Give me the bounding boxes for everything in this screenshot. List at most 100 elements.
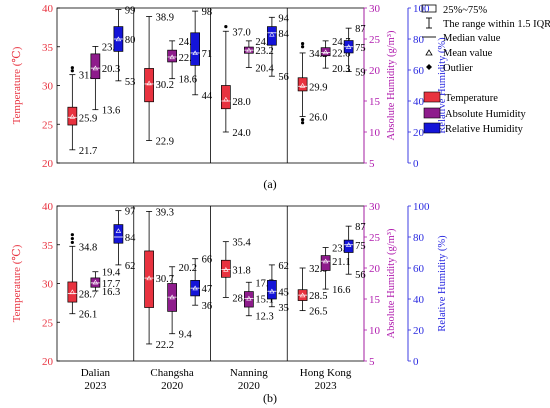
tick-label-absolute-humidity: 25	[369, 232, 381, 244]
tick-label-relative-humidity: 80	[413, 232, 425, 244]
box-temperature	[144, 250, 154, 308]
panel-b: 20 25 30 35 40 Temperature (℃) 5 10 15 20 25 30 Abso…	[11, 201, 448, 405]
value-label-median-absolute_humidity: 15.1	[255, 294, 273, 305]
value-label-high-temperature: 32.0	[309, 264, 327, 275]
outlier-temperature	[70, 236, 74, 241]
tick-label-relative-humidity: 0	[413, 158, 419, 170]
legend-label-relative-humidity: Relative Humidity	[445, 124, 524, 135]
value-label-median-relative_humidity: 71	[202, 49, 213, 60]
value-label-low-absolute_humidity: 13.6	[102, 106, 120, 117]
value-label-median-relative_humidity: 75	[355, 241, 366, 252]
ylabel-temperature: Temperature (℃)	[11, 46, 23, 124]
value-label-low-temperature: 22.9	[156, 137, 174, 148]
legend-mean-icon	[425, 49, 433, 56]
ylabel-absolute-humidity: Absolute Humidity (g/m³)	[386, 30, 397, 140]
category-year-label: 2023	[84, 380, 107, 392]
mean-marker-absolute_humidity	[92, 279, 99, 285]
value-label-low-relative_humidity: 53	[125, 77, 135, 88]
tick-label-absolute-humidity: 5	[369, 356, 375, 368]
box-temperature	[67, 106, 78, 126]
value-label-median-relative_humidity: 84	[278, 29, 289, 40]
value-label-median-absolute_humidity: 17.7	[102, 279, 120, 290]
legend-whisker-label: The range within 1.5 IQR	[443, 19, 550, 30]
value-label-high-relative_humidity: 94	[278, 13, 289, 24]
outlier-temperature	[301, 45, 305, 49]
legend-series: Temperature Absolute Humidity Relative Hum…	[423, 91, 527, 135]
tick-label-temperature: 25	[42, 119, 54, 131]
value-label-median-temperature: 25.9	[79, 113, 97, 124]
outlier-temperature	[70, 66, 74, 70]
legend-mean-label: Mean value	[443, 48, 493, 59]
outlier-temperature	[301, 118, 305, 122]
value-label-low-relative_humidity: 35	[278, 303, 289, 314]
tick-label-relative-humidity: 40	[413, 294, 425, 306]
value-label-high-absolute_humidity: 24.7	[255, 37, 273, 48]
tick-label-absolute-humidity: 10	[369, 127, 381, 139]
value-label-low-temperature: 26.1	[79, 310, 97, 321]
mean-marker-relative_humidity	[115, 36, 122, 42]
value-label-high-temperature: 31.4	[79, 71, 98, 82]
mean-marker-temperature	[223, 96, 229, 102]
tick-label-temperature: 20	[42, 356, 54, 368]
ylabel-relative-humidity: Relative Humidity (%)	[437, 37, 448, 134]
value-label-median-relative_humidity: 80	[125, 35, 135, 46]
outlier-temperature	[301, 121, 305, 125]
legend-label-absolute-humidity: Absolute Humidity	[445, 109, 527, 120]
box-absolute_humidity	[320, 47, 331, 57]
outlier-temperature	[301, 42, 305, 46]
legend-statistics: 25%~75% The range within 1.5 IQR Median va…	[421, 4, 550, 74]
value-label-high-relative_humidity: 87	[355, 222, 366, 233]
panel-label: (a)	[263, 177, 276, 191]
value-label-median-absolute_humidity: 21.1	[332, 257, 350, 268]
category-label: Nanning	[230, 367, 268, 379]
mean-marker-relative_humidity	[192, 50, 198, 56]
ylabel-absolute-humidity: Absolute Humidity (g/m³)	[386, 228, 397, 338]
tick-label-absolute-humidity: 10	[369, 325, 381, 337]
value-label-low-absolute_humidity: 20.3	[332, 64, 350, 75]
value-label-median-temperature: 28.0	[232, 97, 250, 108]
mean-marker-temperature	[223, 266, 229, 272]
value-label-median-relative_humidity: 84	[125, 233, 136, 244]
tick-label-temperature: 30	[42, 81, 54, 93]
category-year-label: 2020	[161, 380, 184, 392]
mean-marker-absolute_humidity	[246, 295, 252, 301]
tick-label-relative-humidity: 60	[413, 263, 425, 275]
value-label-median-temperature: 28.5	[309, 291, 327, 302]
value-label-low-temperature: 22.2	[156, 340, 174, 351]
legend-median-label: Median value	[443, 33, 501, 44]
value-label-low-temperature: 26.0	[309, 113, 327, 124]
mean-marker-relative_humidity	[269, 31, 275, 37]
value-label-high-absolute_humidity: 23.3	[332, 244, 350, 255]
outlier-temperature	[70, 69, 74, 73]
legend-swatch-temperature	[423, 91, 441, 103]
tick-label-absolute-humidity: 25	[369, 34, 381, 46]
box-absolute_humidity	[167, 49, 177, 63]
tick-label-relative-humidity: 20	[413, 127, 425, 139]
outlier-temperature	[70, 233, 74, 237]
value-label-high-relative_humidity: 98	[202, 7, 213, 18]
category-year-label: 2023	[315, 380, 338, 392]
value-label-high-relative_humidity: 97	[125, 207, 135, 218]
box-relative_humidity	[190, 32, 200, 66]
value-label-high-absolute_humidity: 24.7	[179, 37, 197, 48]
legend-outlier-label: Outlier	[443, 63, 473, 74]
value-label-low-temperature: 24.0	[232, 128, 250, 139]
legend-box-label: 25%~75%	[443, 5, 487, 16]
legend-outlier-icon	[426, 64, 432, 70]
mean-marker-relative_humidity	[115, 228, 122, 233]
value-label-low-relative_humidity: 59	[355, 68, 366, 79]
box-absolute_humidity	[244, 291, 254, 308]
mean-marker-relative_humidity	[192, 285, 198, 291]
tick-label-relative-humidity: 40	[413, 96, 425, 108]
value-label-high-relative_humidity: 87	[355, 24, 366, 35]
tick-label-relative-humidity: 80	[413, 34, 425, 46]
mean-marker-absolute_humidity	[169, 294, 175, 300]
category-year-label: 2020	[238, 380, 261, 392]
mean-marker-absolute_humidity	[169, 54, 175, 60]
tick-label-absolute-humidity: 20	[369, 263, 381, 275]
mean-marker-absolute_humidity	[246, 47, 252, 53]
tick-label-absolute-humidity: 20	[369, 65, 381, 77]
value-label-median-absolute_humidity: 22.8	[332, 49, 350, 60]
tick-label-relative-humidity: 20	[413, 325, 425, 337]
